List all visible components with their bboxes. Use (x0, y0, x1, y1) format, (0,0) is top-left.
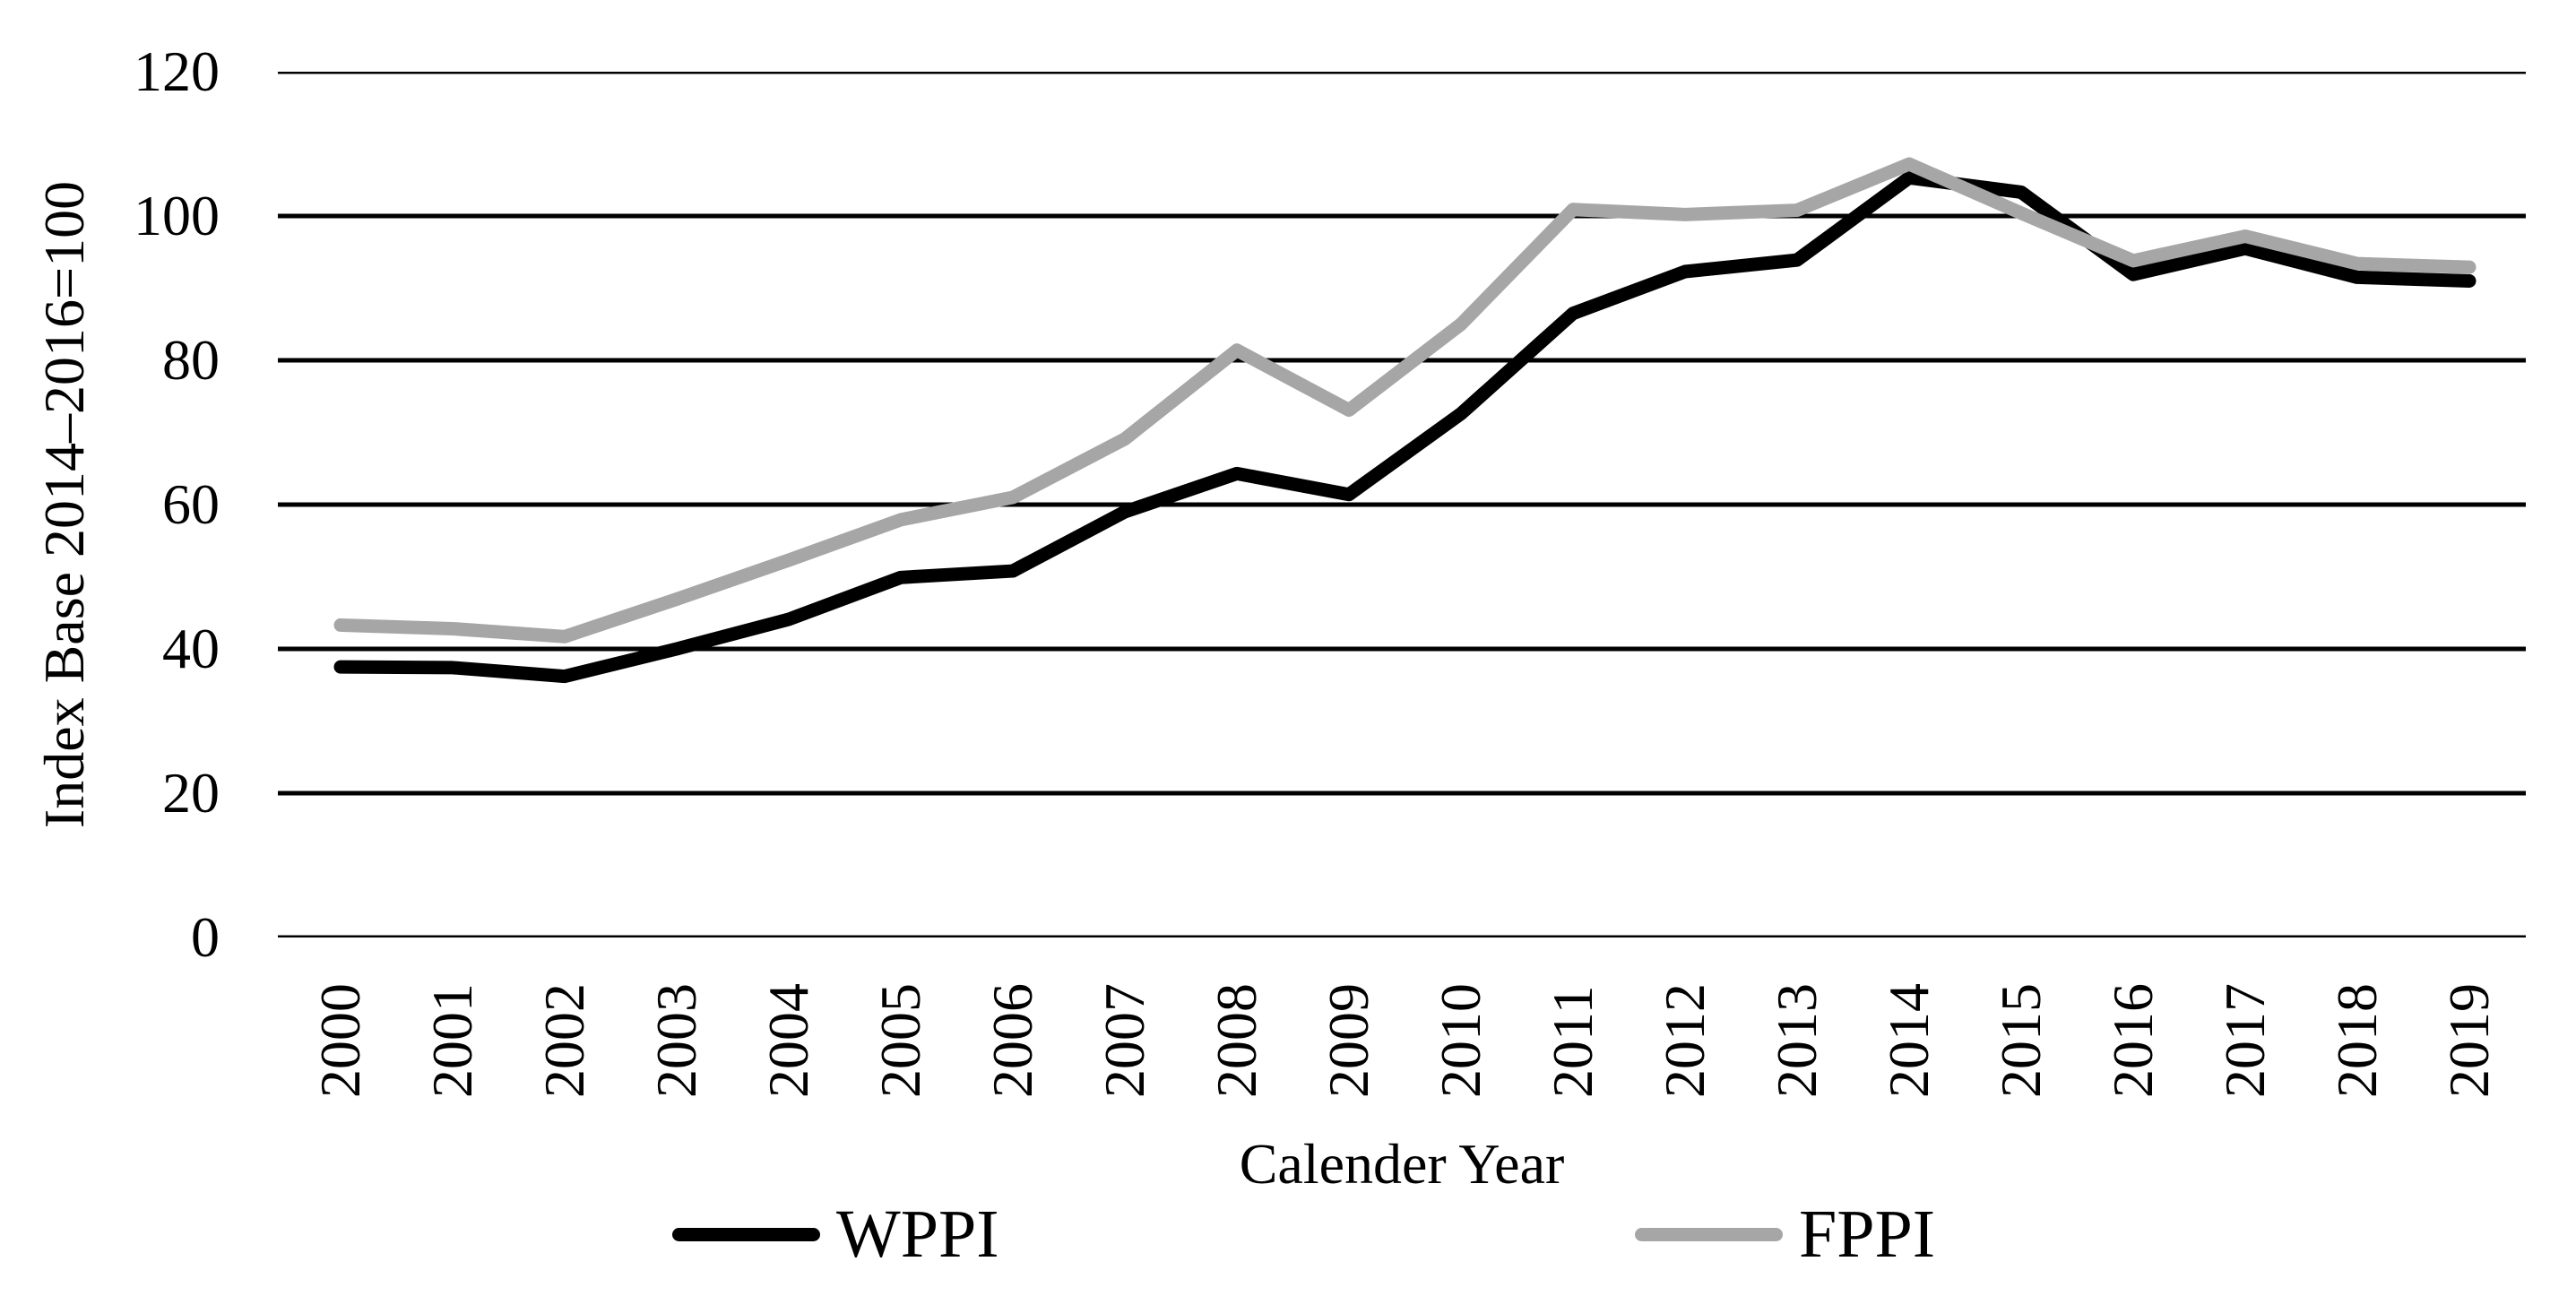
x-tick-label-2010: 2010 (1429, 983, 1492, 1098)
x-tick-label-2009: 2009 (1317, 983, 1380, 1098)
x-tick-label-2012: 2012 (1653, 983, 1716, 1098)
series-line-wppi (333, 170, 2477, 684)
series-line-fppi (333, 157, 2477, 644)
x-tick-label-2011: 2011 (1541, 985, 1604, 1098)
gridlines (278, 72, 2526, 937)
y-tick-label-20: 20 (162, 761, 220, 825)
y-tick-label-0: 0 (191, 905, 220, 969)
x-tick-label-2003: 2003 (644, 983, 708, 1098)
legend-item-wppi[interactable]: WPPI (672, 1198, 999, 1270)
x-tick-label-2000: 2000 (308, 983, 372, 1098)
x-tick-label-2006: 2006 (981, 983, 1044, 1098)
plot-area (278, 72, 2526, 937)
x-tick-label-2001: 2001 (420, 983, 484, 1098)
x-tick-label-2007: 2007 (1093, 983, 1156, 1098)
plot-svg (278, 72, 2526, 937)
x-tick-label-2018: 2018 (2325, 983, 2389, 1098)
y-tick-label-100: 100 (134, 184, 220, 247)
x-tick-label-2015: 2015 (1989, 983, 2053, 1098)
y-tick-label-80: 80 (162, 328, 220, 392)
legend-label-fppi: FPPI (1799, 1197, 1936, 1272)
legend-label-wppi: WPPI (836, 1197, 999, 1272)
x-tick-label-2004: 2004 (756, 983, 820, 1098)
y-tick-label-60: 60 (162, 472, 220, 536)
series-lines (333, 157, 2477, 684)
legend-line-sample-fppi (1635, 1227, 1783, 1241)
y-tick-label-40: 40 (162, 617, 220, 680)
x-tick-label-2013: 2013 (1765, 983, 1828, 1098)
x-tick-label-2017: 2017 (2213, 983, 2277, 1098)
x-tick-label-2019: 2019 (2437, 983, 2501, 1098)
x-tick-label-2005: 2005 (869, 983, 932, 1098)
legend-item-fppi[interactable]: FPPI (1635, 1198, 1935, 1270)
x-tick-label-2016: 2016 (2101, 983, 2165, 1098)
legend-line-sample-wppi (672, 1227, 820, 1241)
y-tick-label-120: 120 (134, 39, 220, 103)
x-tick-label-2008: 2008 (1205, 983, 1268, 1098)
x-axis-title: Calender Year (1239, 1132, 1565, 1196)
x-tick-label-2002: 2002 (532, 983, 596, 1098)
x-tick-label-2014: 2014 (1877, 983, 1941, 1098)
